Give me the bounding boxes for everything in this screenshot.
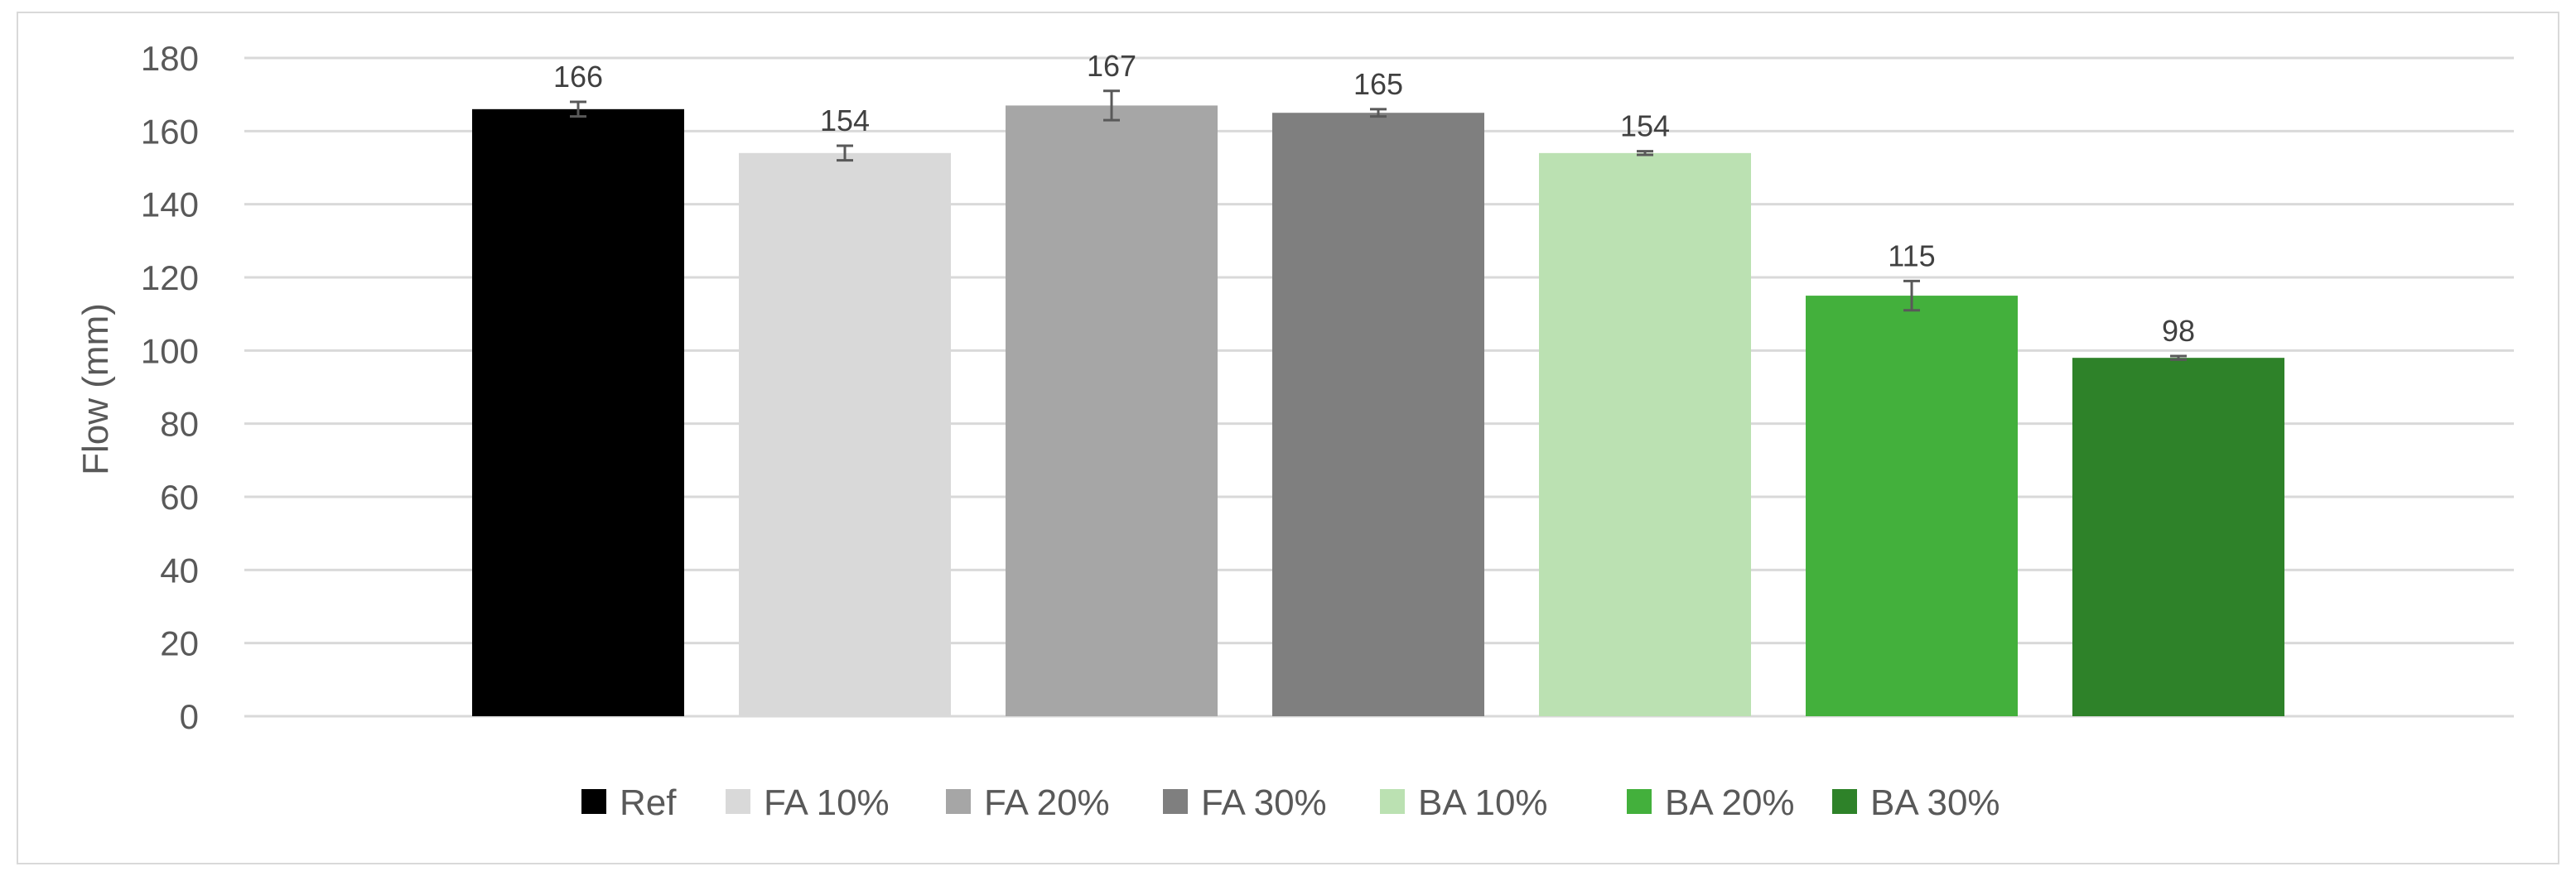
legend-swatch: [1832, 789, 1857, 814]
y-tick-label: 100: [141, 331, 199, 370]
bar-fa-20-: [1006, 105, 1218, 716]
error-bar: [1370, 108, 1387, 118]
y-tick-label: 140: [141, 185, 199, 224]
legend-item: BA 20%: [1627, 782, 1795, 823]
error-bar: [837, 144, 853, 162]
legend: Ref FA 10% FA 20% FA 30% BA 10% BA 20% BA 30%: [581, 782, 2000, 823]
legend-swatch: [1163, 789, 1188, 814]
bar-ba-20-: [1806, 296, 2018, 716]
y-tick-label: 80: [160, 405, 199, 444]
data-label: 154: [820, 104, 870, 137]
y-tick-label: 0: [180, 697, 199, 736]
legend-swatch: [581, 789, 606, 814]
error-bar: [570, 100, 586, 118]
bar-fa-10-: [739, 152, 951, 717]
bar-fa-30-: [1272, 113, 1484, 716]
legend-item: Ref: [581, 782, 677, 823]
data-label: 165: [1353, 67, 1403, 101]
legend-label: BA 10%: [1418, 782, 1548, 823]
data-label: 154: [1620, 109, 1670, 143]
legend-swatch: [1380, 789, 1405, 814]
legend-swatch: [1627, 789, 1652, 814]
bar-ba-30-: [2072, 358, 2284, 716]
data-labels: 166 154 167 165 154 115 98: [553, 49, 2195, 348]
legend-swatch: [726, 789, 750, 814]
legend-item: BA 30%: [1832, 782, 2000, 823]
error-bar: [1903, 279, 1920, 312]
legend-label: Ref: [620, 782, 677, 823]
data-label: 166: [553, 60, 603, 94]
error-bar: [1103, 89, 1120, 122]
y-axis-ticks: 0 20 40 60 80 100 120 140 160 180: [141, 39, 199, 736]
legend-label: FA 20%: [984, 782, 1110, 823]
legend-label: FA 30%: [1201, 782, 1327, 823]
data-label: 98: [2162, 314, 2195, 348]
error-bars: [570, 89, 2187, 361]
legend-item: BA 10%: [1380, 782, 1548, 823]
legend-item: FA 30%: [1163, 782, 1327, 823]
y-tick-label: 40: [160, 551, 199, 590]
y-tick-label: 20: [160, 624, 199, 663]
bar-ba-10-: [1539, 152, 1751, 717]
y-tick-label: 160: [141, 112, 199, 151]
data-label: 115: [1888, 238, 1935, 272]
error-bar: [1637, 150, 1653, 156]
legend-item: FA 20%: [946, 782, 1110, 823]
y-tick-label: 180: [141, 39, 199, 78]
y-tick-label: 120: [141, 258, 199, 297]
bars: [472, 105, 2284, 717]
legend-item: FA 10%: [726, 782, 890, 823]
bar-ref: [472, 108, 684, 717]
legend-label: FA 10%: [764, 782, 890, 823]
legend-label: BA 30%: [1870, 782, 2000, 823]
error-bar: [2170, 354, 2187, 361]
y-tick-label: 60: [160, 478, 199, 517]
legend-swatch: [946, 789, 971, 814]
data-label: 167: [1087, 49, 1136, 83]
y-axis-title: Flow (mm): [75, 303, 116, 475]
legend-label: BA 20%: [1665, 782, 1795, 823]
